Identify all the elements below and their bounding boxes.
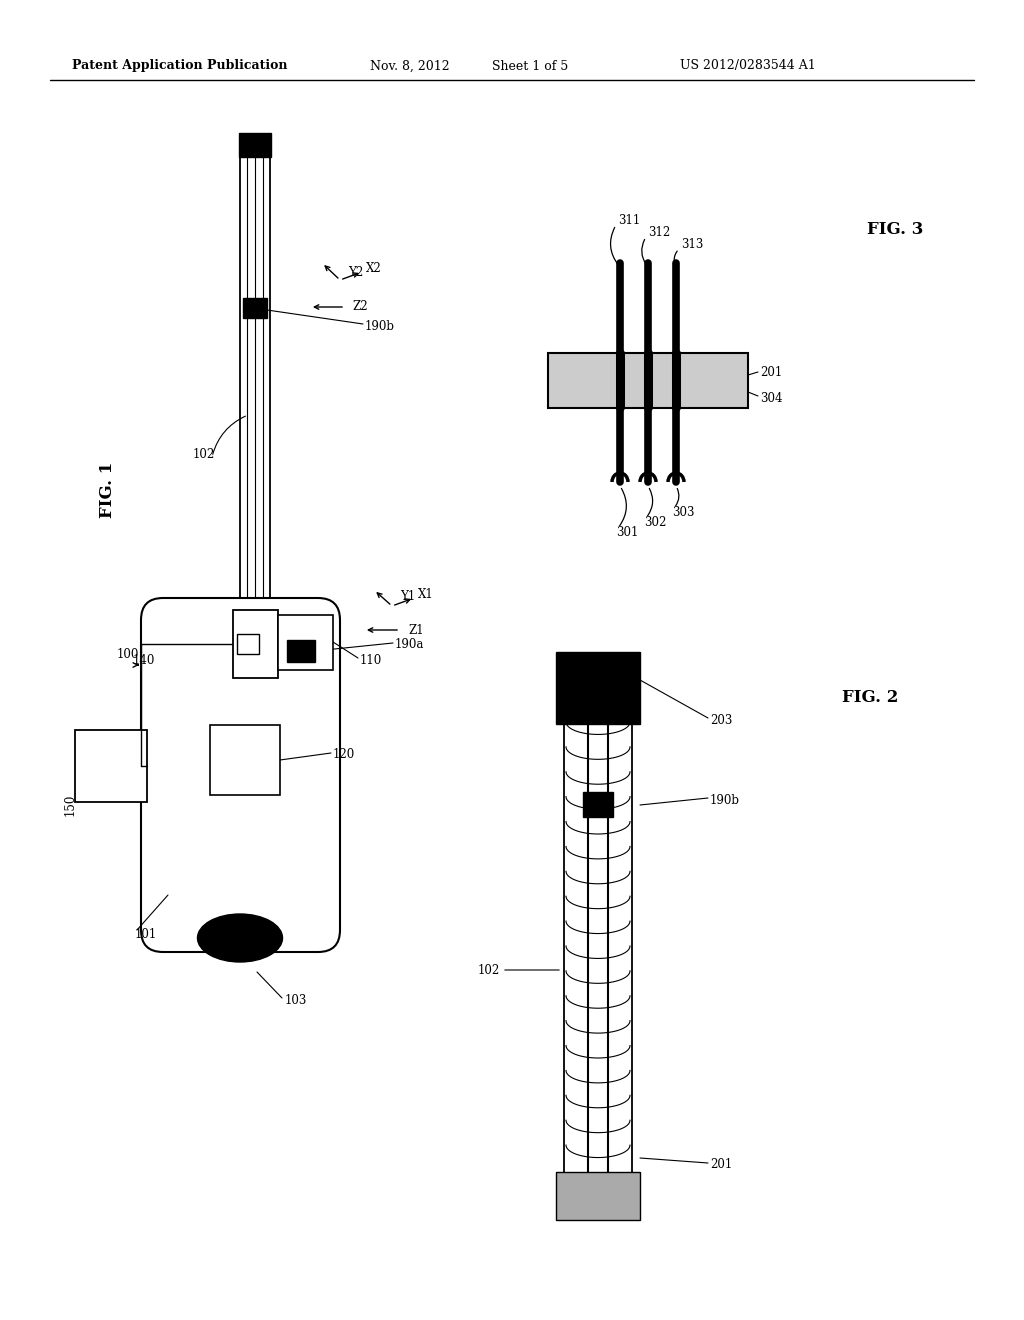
- Text: 101: 101: [135, 928, 158, 941]
- Bar: [556, 652, 640, 723]
- FancyArrowPatch shape: [213, 416, 246, 454]
- Text: 201: 201: [710, 1159, 732, 1172]
- Text: 312: 312: [648, 227, 671, 239]
- Text: US 2012/0283544 A1: US 2012/0283544 A1: [680, 59, 816, 73]
- FancyArrowPatch shape: [674, 251, 677, 264]
- Text: 102: 102: [478, 964, 500, 977]
- FancyBboxPatch shape: [141, 598, 340, 952]
- Text: Y2: Y2: [348, 265, 364, 279]
- Bar: [583, 792, 613, 817]
- Text: 304: 304: [760, 392, 782, 404]
- Text: Sheet 1 of 5: Sheet 1 of 5: [492, 59, 568, 73]
- Text: 103: 103: [285, 994, 307, 1006]
- Bar: [239, 133, 271, 157]
- Text: Z2: Z2: [352, 301, 368, 314]
- Text: 190b: 190b: [365, 319, 395, 333]
- Ellipse shape: [198, 913, 283, 962]
- Text: 190a: 190a: [395, 639, 424, 652]
- Text: X2: X2: [366, 261, 382, 275]
- Text: 301: 301: [616, 525, 638, 539]
- Bar: [243, 298, 267, 318]
- Text: 102: 102: [193, 449, 215, 462]
- Text: 190b: 190b: [710, 793, 740, 807]
- Text: Nov. 8, 2012: Nov. 8, 2012: [370, 59, 450, 73]
- Text: X1: X1: [418, 589, 434, 602]
- Text: Z1: Z1: [408, 623, 424, 636]
- Text: 313: 313: [681, 239, 703, 252]
- Bar: [287, 640, 315, 663]
- FancyArrowPatch shape: [610, 227, 618, 265]
- Text: 311: 311: [618, 214, 640, 227]
- Text: FIG. 2: FIG. 2: [842, 689, 898, 706]
- Text: Y1: Y1: [400, 590, 416, 603]
- FancyArrowPatch shape: [620, 488, 627, 525]
- Text: 201: 201: [760, 366, 782, 379]
- Text: 303: 303: [672, 506, 694, 519]
- Text: 140: 140: [133, 653, 155, 667]
- Text: 150: 150: [63, 793, 77, 816]
- Text: 100: 100: [117, 648, 139, 661]
- Text: 302: 302: [644, 516, 667, 528]
- Bar: [237, 634, 259, 653]
- FancyArrowPatch shape: [642, 239, 646, 265]
- Text: 120: 120: [333, 748, 355, 762]
- FancyArrowPatch shape: [676, 488, 679, 506]
- Bar: [75, 730, 147, 803]
- Bar: [556, 1172, 640, 1220]
- Text: 203: 203: [710, 714, 732, 726]
- Bar: [233, 610, 278, 678]
- Text: 110: 110: [360, 653, 382, 667]
- Bar: [210, 725, 280, 795]
- FancyArrowPatch shape: [647, 488, 652, 516]
- Text: Patent Application Publication: Patent Application Publication: [72, 59, 288, 73]
- Bar: [548, 352, 748, 408]
- Bar: [278, 615, 333, 671]
- Text: FIG. 1: FIG. 1: [99, 462, 117, 519]
- Text: FIG. 3: FIG. 3: [866, 222, 924, 239]
